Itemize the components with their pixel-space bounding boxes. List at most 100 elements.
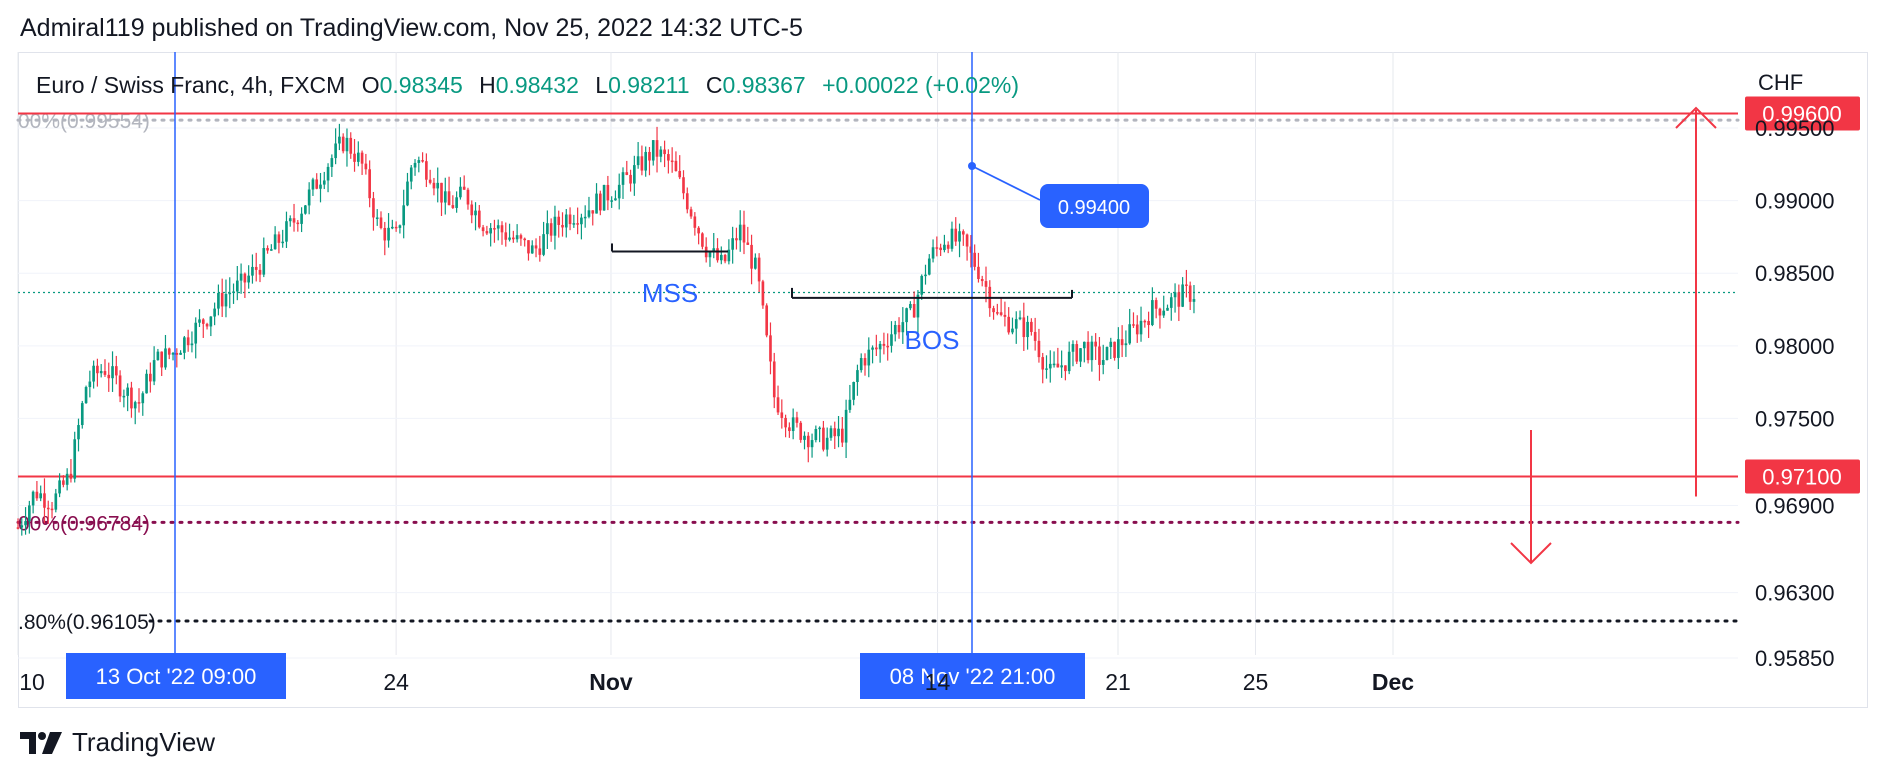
candle-body	[969, 246, 973, 253]
candle	[542, 221, 545, 257]
candle-body	[307, 189, 311, 206]
candle-body	[761, 281, 765, 306]
crosshair-date-tag[interactable]	[66, 653, 286, 699]
candle	[1011, 317, 1014, 335]
chart-drawings: 13 Oct '22 09:00 08 Nov '22 21:00 MSS BOS 0.…	[66, 52, 1717, 699]
candle	[504, 222, 508, 247]
candle-body	[201, 319, 205, 324]
candle	[54, 488, 58, 513]
candle-body	[1011, 328, 1014, 333]
candle-body	[1082, 341, 1086, 349]
candle-body	[443, 191, 447, 203]
tradingview-brand[interactable]: TradingView	[72, 727, 216, 757]
candle	[383, 221, 387, 256]
x-tick-label: 25	[1243, 669, 1269, 695]
candle-body	[840, 428, 844, 443]
candle-body	[1188, 285, 1192, 302]
candle	[1041, 352, 1045, 384]
candle	[152, 346, 156, 386]
candle	[220, 278, 224, 318]
candle-body	[194, 322, 198, 344]
candle-body	[996, 312, 999, 314]
candle-body	[118, 375, 122, 397]
candlestick-series	[16, 123, 1196, 536]
candle	[999, 297, 1003, 317]
candle-body	[1128, 324, 1132, 344]
candle	[1014, 311, 1018, 344]
candle-body	[512, 237, 515, 240]
candle-body	[232, 291, 235, 293]
candle-body	[875, 347, 878, 350]
candle-body	[504, 232, 508, 240]
candle	[379, 211, 383, 230]
candle-body	[534, 245, 538, 249]
candle-body	[791, 417, 795, 432]
candle-body	[496, 225, 500, 229]
candle-body	[950, 228, 954, 249]
candle	[356, 141, 360, 167]
candle-body	[523, 238, 527, 241]
candle	[39, 485, 43, 502]
candle-body	[292, 218, 296, 223]
candle-body	[432, 182, 436, 189]
price-callout[interactable]	[1040, 184, 1149, 228]
candle	[224, 279, 228, 318]
candle-body	[886, 345, 890, 348]
candle	[659, 146, 663, 163]
candle	[239, 263, 243, 294]
candle-body	[651, 140, 655, 161]
candle-body	[379, 217, 383, 228]
candle	[1124, 330, 1128, 357]
crosshair-date-tag[interactable]	[860, 653, 1085, 699]
candle-body	[818, 427, 821, 430]
candle	[247, 265, 250, 289]
candle	[772, 352, 776, 409]
candle	[723, 253, 727, 264]
candle-body	[617, 184, 621, 199]
candle	[326, 163, 330, 193]
candle	[712, 233, 716, 259]
candle	[413, 159, 417, 176]
candle	[394, 221, 398, 232]
candle	[368, 160, 371, 208]
candle-body	[126, 387, 129, 396]
candle	[708, 250, 712, 267]
candle	[1181, 277, 1184, 308]
candle-body	[954, 228, 958, 242]
candle	[99, 364, 103, 378]
candle-body	[674, 160, 678, 171]
candle-body	[1173, 292, 1177, 298]
candle-body	[678, 170, 682, 178]
footer: TradingView	[20, 727, 215, 758]
candle-body	[111, 366, 114, 379]
candle	[372, 191, 375, 231]
candle	[1162, 295, 1166, 318]
y-tick-label: 0.96900	[1755, 494, 1835, 519]
candle-body	[1075, 344, 1079, 362]
candle-body	[383, 227, 387, 241]
price-level-tag-label: 0.99600	[1762, 102, 1842, 127]
candle	[580, 213, 583, 240]
candle	[1120, 325, 1124, 358]
candle	[315, 173, 319, 190]
candle-body	[712, 248, 716, 252]
price-level-tag[interactable]	[1745, 96, 1860, 131]
candle	[927, 254, 931, 276]
candle	[765, 303, 769, 338]
candle-body	[1158, 308, 1162, 316]
candle	[561, 212, 564, 237]
candle	[1132, 312, 1135, 328]
candle	[118, 370, 122, 403]
candle	[360, 150, 364, 175]
candle	[685, 187, 689, 214]
candle-body	[772, 361, 776, 398]
candle	[621, 167, 625, 199]
candle-body	[927, 258, 931, 275]
candle	[727, 239, 731, 265]
candle	[375, 209, 379, 226]
candle-body	[731, 238, 734, 250]
candle	[137, 388, 141, 413]
candle	[1007, 307, 1011, 335]
price-level-tag[interactable]	[1745, 459, 1860, 494]
